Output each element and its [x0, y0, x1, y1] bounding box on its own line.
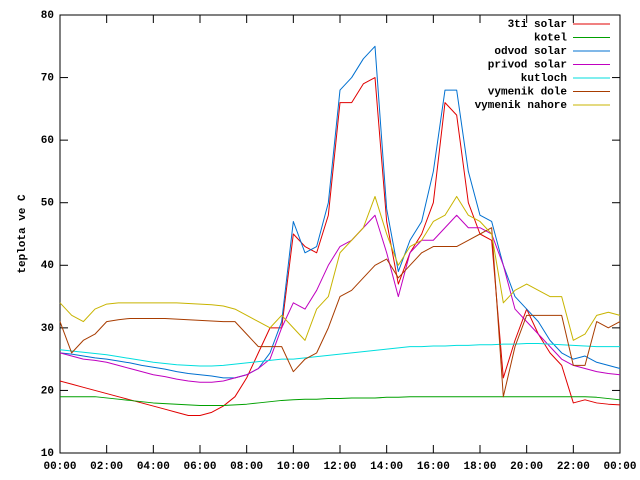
x-tick-label: 18:00: [463, 461, 496, 473]
y-tick-label: 30: [41, 323, 54, 335]
legend-label: kutloch: [521, 73, 567, 85]
y-tick-label: 20: [41, 385, 54, 397]
x-tick-label: 02:00: [90, 461, 123, 473]
x-tick-label: 14:00: [370, 461, 403, 473]
series-line: [59, 45, 621, 379]
y-tick-label: 70: [41, 72, 54, 84]
series-line: [59, 214, 621, 383]
series-line: [59, 195, 621, 341]
series-line: [60, 396, 621, 406]
y-tick-label: 50: [41, 198, 54, 210]
x-tick-label: 00:00: [603, 461, 636, 473]
x-tick-label: 04:00: [137, 461, 170, 473]
x-tick-label: 00:00: [43, 461, 76, 473]
series-line: [59, 343, 620, 367]
legend-label: vymenik nahore: [475, 100, 568, 112]
legend-label: privod solar: [488, 59, 567, 71]
legend-label: kotel: [534, 32, 567, 44]
legend-label: vymenik dole: [488, 86, 568, 98]
legend-label: odvod solar: [494, 46, 567, 58]
plot-border: [59, 14, 621, 454]
x-tick-label: 06:00: [183, 461, 216, 473]
x-tick-label: 08:00: [230, 461, 263, 473]
y-tick-label: 40: [41, 260, 54, 272]
y-tick-label: 10: [41, 448, 54, 460]
series-line: [59, 227, 621, 398]
y-tick-label: 80: [41, 10, 54, 22]
x-tick-label: 12:00: [323, 461, 356, 473]
y-axis-label: teplota ve C: [17, 194, 29, 274]
x-tick-label: 22:00: [557, 461, 590, 473]
x-tick-label: 10:00: [277, 461, 310, 473]
x-tick-label: 20:00: [510, 461, 543, 473]
y-tick-label: 60: [41, 135, 54, 147]
x-tick-label: 16:00: [417, 461, 450, 473]
legend-label: 3ti solar: [508, 19, 567, 31]
